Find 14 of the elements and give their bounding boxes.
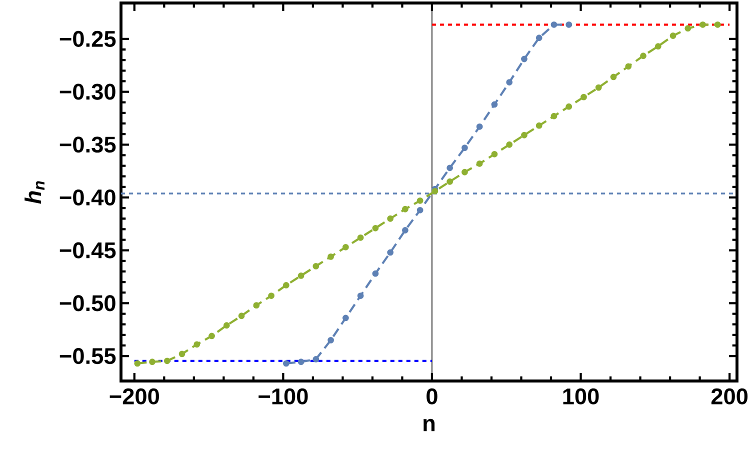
- y-tick-label: −0.25: [60, 30, 116, 47]
- x-tick-label: −200: [110, 388, 159, 404]
- y-tick-label: −0.50: [60, 295, 116, 312]
- x-tick-label: 100: [563, 388, 599, 404]
- x-tick-label: −100: [258, 388, 308, 404]
- x-axis-title: n: [424, 418, 435, 432]
- x-tick-label: 0: [426, 388, 438, 404]
- y-tick-label: −0.30: [60, 84, 116, 100]
- y-tick-label: −0.45: [60, 242, 116, 258]
- y-axis-title: h$_{n}$: [24, 181, 44, 204]
- y-tick-label: −0.40: [60, 189, 116, 206]
- y-tick-label: −0.55: [60, 348, 116, 364]
- y-tick-label: −0.35: [60, 136, 116, 153]
- x-tick-label: 200: [711, 388, 748, 404]
